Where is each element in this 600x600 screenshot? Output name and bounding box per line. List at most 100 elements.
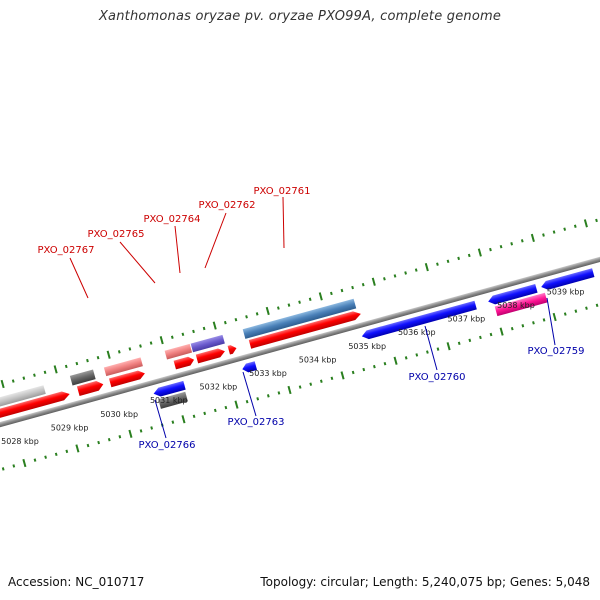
gene-label[interactable]: PXO_02765 xyxy=(88,229,145,240)
minor-tick xyxy=(245,399,249,404)
major-tick xyxy=(530,233,535,243)
gene-label[interactable]: PXO_02766 xyxy=(139,440,196,451)
minor-tick xyxy=(276,306,280,310)
minor-tick xyxy=(107,437,111,442)
major-tick xyxy=(128,429,133,438)
gene-forward-red[interactable] xyxy=(108,369,146,388)
minor-tick xyxy=(96,355,100,360)
gene-reverse-blue[interactable] xyxy=(487,283,538,306)
minor-tick xyxy=(574,309,578,313)
major-tick xyxy=(159,336,164,345)
gene-forward-red[interactable] xyxy=(248,309,362,349)
gene-reverse-blue[interactable] xyxy=(361,300,477,341)
minor-tick xyxy=(224,405,228,410)
gene-label[interactable]: PXO_02767 xyxy=(38,245,95,256)
gene-forward-red[interactable] xyxy=(76,379,105,396)
kbp-label: 5038 kbp xyxy=(497,301,535,310)
minor-tick xyxy=(489,332,493,337)
major-tick xyxy=(22,458,27,468)
gene-label[interactable]: PXO_02760 xyxy=(409,372,466,383)
genome-backbone xyxy=(0,225,600,453)
minor-tick xyxy=(255,312,259,316)
minor-tick xyxy=(139,429,143,433)
minor-tick xyxy=(351,370,355,375)
gene-forward-red[interactable] xyxy=(173,355,196,370)
minor-tick xyxy=(298,385,302,389)
major-tick xyxy=(393,356,398,365)
genome-summary-text: Topology: circular; Length: 5,240,075 bp… xyxy=(260,575,590,589)
minor-tick xyxy=(117,350,121,354)
kbp-label: 5032 kbp xyxy=(200,383,238,392)
major-tick xyxy=(212,321,217,330)
gene-reverse-blue[interactable] xyxy=(152,380,186,398)
minor-tick xyxy=(330,376,334,381)
minor-tick xyxy=(44,455,47,459)
minor-tick xyxy=(542,233,545,237)
kbp-label: 5029 kbp xyxy=(51,423,89,432)
minor-tick xyxy=(64,364,68,369)
minor-tick xyxy=(54,452,58,456)
minor-tick xyxy=(563,312,567,316)
minor-tick xyxy=(192,329,195,334)
kbp-label: 5037 kbp xyxy=(448,315,486,324)
major-tick xyxy=(0,379,5,389)
gene-forward-pink[interactable] xyxy=(103,357,143,377)
minor-tick xyxy=(171,420,175,424)
gene-reverse-gray[interactable] xyxy=(158,391,188,409)
kbp-label: 5039 kbp xyxy=(547,287,585,296)
minor-tick xyxy=(595,303,599,308)
minor-tick xyxy=(467,253,471,258)
minor-tick xyxy=(277,391,281,395)
gene-label[interactable]: PXO_02764 xyxy=(144,214,201,225)
gene-forward-steelblue[interactable] xyxy=(242,298,357,339)
minor-tick xyxy=(298,300,301,304)
gene-forward-pink[interactable] xyxy=(164,343,193,360)
minor-tick xyxy=(12,464,16,468)
minor-tick xyxy=(287,303,291,307)
gene-forward-red[interactable] xyxy=(0,390,71,440)
minor-tick xyxy=(340,288,344,293)
kbp-label: 5033 kbp xyxy=(249,369,287,378)
gene-reverse-magenta[interactable] xyxy=(494,292,548,317)
major-tick xyxy=(53,365,58,374)
gene-label[interactable]: PXO_02761 xyxy=(254,186,311,197)
minor-tick xyxy=(446,259,450,264)
accession-text: Accession: NC_010717 xyxy=(8,575,145,589)
minor-tick xyxy=(542,318,546,322)
minor-tick xyxy=(86,358,89,363)
minor-tick xyxy=(457,341,461,345)
minor-tick xyxy=(383,362,387,366)
minor-tick xyxy=(510,242,514,246)
gene-label[interactable]: PXO_02763 xyxy=(228,417,285,428)
gene-forward-slateblue[interactable] xyxy=(190,334,225,353)
minor-tick xyxy=(436,347,440,351)
minor-tick xyxy=(383,277,386,281)
genome-band xyxy=(0,218,600,471)
gene-label[interactable]: PXO_02759 xyxy=(528,346,585,357)
minor-tick xyxy=(552,230,556,234)
minor-tick xyxy=(256,397,260,401)
gene-forward-red[interactable] xyxy=(195,347,226,364)
minor-tick xyxy=(65,449,69,454)
gene-forward-red[interactable] xyxy=(227,344,238,355)
minor-tick xyxy=(118,435,122,439)
kbp-label: 5034 kbp xyxy=(299,355,337,364)
major-tick xyxy=(181,415,186,424)
gene-reverse-blue[interactable] xyxy=(540,268,595,291)
minor-tick xyxy=(436,262,439,266)
minor-tick xyxy=(75,361,79,366)
gene-reverse-blue[interactable] xyxy=(241,361,258,373)
major-tick xyxy=(583,219,588,228)
gene-forward-lightgray[interactable] xyxy=(0,385,46,429)
major-tick xyxy=(265,306,270,316)
minor-tick xyxy=(128,347,132,351)
minor-tick xyxy=(479,335,482,340)
minor-tick xyxy=(361,282,365,287)
minor-tick xyxy=(245,315,248,319)
gene-label[interactable]: PXO_02762 xyxy=(199,200,256,211)
gene-forward-gray[interactable] xyxy=(69,369,96,386)
minor-tick xyxy=(202,326,206,331)
minor-tick xyxy=(234,318,238,322)
minor-tick xyxy=(308,297,312,301)
